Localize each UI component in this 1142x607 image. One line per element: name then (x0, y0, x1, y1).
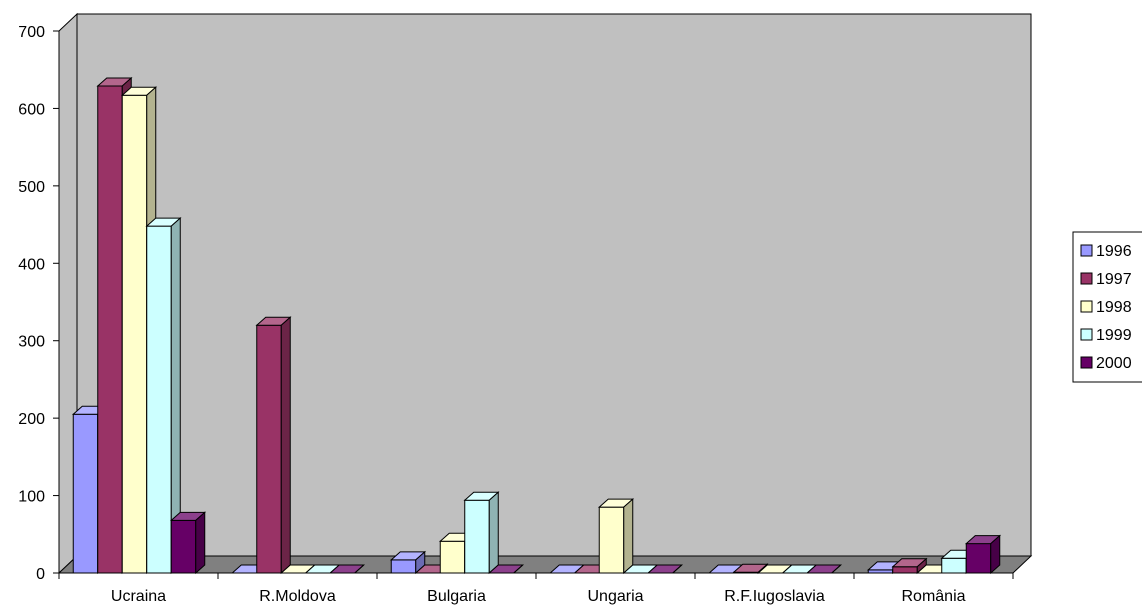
legend-swatch (1080, 272, 1093, 285)
y-tick-label: 700 (18, 24, 45, 41)
bar-front (464, 499, 490, 574)
y-tick-label: 0 (36, 566, 45, 583)
bar (646, 564, 684, 574)
x-tick-label: Ungaria (587, 588, 643, 605)
bar-side (990, 534, 1001, 575)
x-tick-label: Ucraina (111, 588, 166, 605)
y-tick-label: 500 (18, 179, 45, 196)
bar-front (892, 566, 918, 574)
bar (891, 557, 928, 575)
bar (120, 86, 158, 575)
bar-front (72, 413, 99, 574)
bar (487, 564, 525, 574)
bar (805, 564, 843, 574)
y-tick-label: 400 (18, 256, 45, 273)
y-tick-label: 100 (18, 489, 45, 506)
bar-front (965, 543, 992, 574)
bar-front (256, 324, 282, 574)
legend-label: 1996 (1096, 243, 1132, 260)
bar-front (121, 94, 148, 574)
bar-side (195, 511, 206, 575)
bar-front (170, 519, 197, 574)
chart-back-wall (76, 13, 1032, 557)
bar-side (623, 498, 634, 575)
bar-front (390, 559, 417, 574)
legend-swatch (1080, 328, 1093, 341)
tick-labels: 0 100 200 300 400 500 600 700 Ucraina R.Moldova Bu… (18, 24, 965, 605)
x-tick-label: România (901, 588, 965, 605)
x-tick-label: R.Moldova (259, 588, 336, 605)
legend[interactable]: 1996 1997 1998 1999 2000 (1072, 231, 1142, 383)
legend-label: 2000 (1096, 355, 1132, 372)
bars (71, 76, 1002, 575)
axes (53, 30, 1014, 579)
bar (389, 550, 427, 575)
bar (463, 491, 500, 575)
bar-front (598, 506, 625, 574)
bar (964, 534, 1002, 575)
bar (597, 498, 635, 575)
bar-side (513, 564, 524, 574)
bar-front (439, 540, 466, 574)
y-tick-label: 300 (18, 334, 45, 351)
bar (328, 564, 366, 574)
legend-swatch (1080, 244, 1093, 257)
bar-front (97, 85, 123, 574)
x-tick-label: R.F.Iugoslavia (724, 588, 825, 605)
legend-label: 1998 (1096, 299, 1132, 316)
bar (169, 511, 207, 575)
legend-swatch (1080, 300, 1093, 313)
bar-front (146, 225, 172, 574)
bar (145, 217, 182, 575)
bar-front (941, 557, 967, 574)
legend-label: 1997 (1096, 271, 1132, 288)
bar (255, 316, 292, 575)
bar-side (280, 316, 291, 575)
bar-side (672, 564, 683, 574)
legend-label: 1999 (1096, 327, 1132, 344)
legend-swatch (1080, 356, 1093, 369)
bar-side (831, 564, 842, 574)
bar-side (488, 491, 499, 575)
y-tick-label: 600 (18, 101, 45, 118)
y-tick-label: 200 (18, 411, 45, 428)
x-tick-label: Bulgaria (427, 588, 486, 605)
bar-side (354, 564, 365, 574)
